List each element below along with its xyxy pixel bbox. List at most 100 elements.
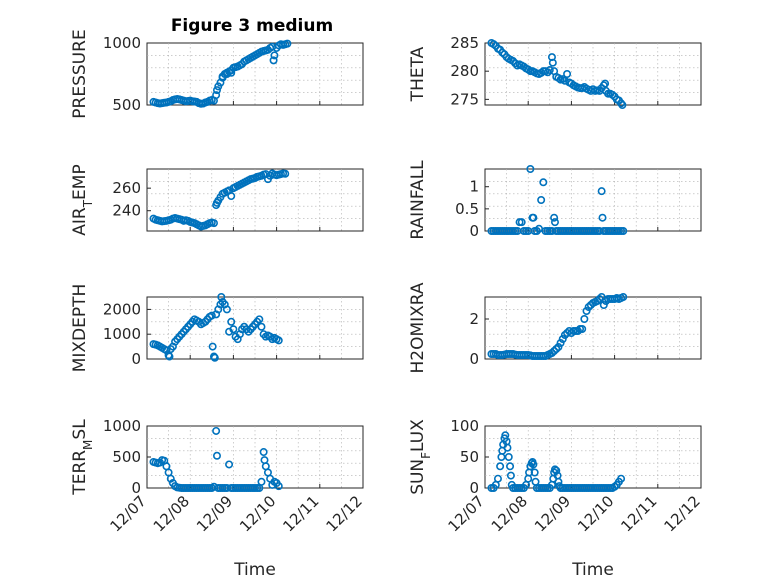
y-tick-label: 100	[450, 417, 479, 435]
data-point	[617, 474, 626, 483]
y-axis-label: MIXDEPTH	[70, 284, 90, 373]
subplot-h2omixra: 0 2 H2OMIXRA	[408, 282, 702, 374]
data-point	[517, 218, 526, 227]
y-axis-label: SUNFLUX	[408, 419, 433, 495]
data-point	[554, 342, 563, 351]
y-axis-label: AIRTEMP	[70, 164, 95, 235]
data-point	[274, 336, 283, 345]
data-point	[210, 353, 219, 362]
x-tick-label: 12/10	[236, 492, 279, 535]
data-point	[558, 334, 567, 343]
data-point	[259, 448, 268, 457]
data-point	[530, 468, 539, 477]
x-tick-label: 12/12	[323, 492, 366, 535]
x-tick-label: 12/11	[617, 492, 660, 535]
data-point	[257, 477, 266, 486]
subplot-theta: 275 280 285 THETA	[408, 34, 702, 110]
y-tick-label: 1000	[103, 325, 141, 343]
plot-area	[146, 425, 364, 489]
data-point	[619, 227, 628, 236]
x-tick-label: 12/07	[445, 492, 488, 535]
x-tick-label: 12/12	[661, 492, 704, 535]
data-point	[545, 66, 554, 75]
x-tick-label: 12/09	[193, 492, 236, 535]
data-point	[560, 76, 569, 85]
y-tick-label: 0	[469, 350, 479, 368]
y-axis-label: TERRMSL	[70, 419, 95, 496]
data-point	[255, 315, 264, 324]
data-point	[548, 58, 557, 67]
subplot-sun-flux: 0 50 100 12/07 12/08 12/09 12/10 12/11 12/12 Time…	[408, 417, 704, 580]
data-point	[593, 296, 602, 305]
y-tick-label: 0	[131, 350, 141, 368]
y-tick-label: 1000	[103, 34, 141, 52]
data-point	[270, 51, 279, 60]
data-point	[552, 344, 561, 353]
data-point	[281, 169, 290, 178]
x-tick-label: 12/09	[531, 492, 574, 535]
data-point	[532, 227, 541, 236]
data-point	[539, 178, 548, 187]
data-point	[619, 292, 628, 301]
subplot-mixdepth: 0 1000 2000 MIXDEPTH	[70, 284, 364, 373]
data-point	[283, 39, 292, 48]
x-tick-label: 12/08	[150, 492, 193, 535]
data-point	[257, 322, 266, 331]
y-tick-label: 1	[469, 178, 479, 196]
x-axis-label: Time	[233, 560, 276, 580]
y-axis-label: THETA	[408, 46, 428, 102]
data-point	[599, 300, 608, 309]
y-tick-label: 500	[112, 96, 141, 114]
data-point	[212, 426, 221, 435]
data-point	[526, 165, 535, 174]
data-point	[598, 213, 607, 222]
data-point	[550, 218, 559, 227]
data-point	[584, 302, 593, 311]
y-tick-label: 280	[450, 62, 479, 80]
y-tick-label: 1000	[103, 417, 141, 435]
subplot-pressure: 500 1000 PRESSURE	[70, 29, 364, 119]
data-point	[227, 317, 236, 326]
data-point	[618, 101, 627, 110]
y-tick-label: 0	[469, 222, 479, 240]
data-point	[552, 466, 561, 475]
data-point	[274, 482, 283, 491]
data-point	[227, 68, 236, 77]
data-point	[166, 474, 175, 483]
y-tick-label: 260	[112, 179, 141, 197]
data-point	[537, 196, 546, 205]
data-point	[269, 56, 278, 65]
y-tick-label: 0.5	[455, 200, 479, 218]
y-tick-label: 0	[131, 479, 141, 497]
data-point	[580, 314, 589, 323]
data-point	[573, 326, 582, 335]
data-point	[578, 324, 587, 333]
data-point	[529, 213, 538, 222]
x-axis-label: Time	[571, 560, 614, 580]
y-tick-label: 275	[450, 90, 479, 108]
data-point	[563, 70, 572, 79]
subplot-terr-msl: 0 500 1000 12/07 12/08 12/09 12/10 12/11 12/12 Ti…	[70, 417, 366, 580]
data-point	[529, 460, 538, 469]
data-point	[550, 213, 559, 222]
x-tick-label: 12/08	[488, 492, 531, 535]
data-point	[218, 72, 227, 81]
subplot-air-temp: 240 260 AIRTEMP	[70, 164, 364, 236]
data-point	[597, 187, 606, 196]
data-point	[550, 346, 559, 355]
y-axis-label: H2OMIXRA	[408, 282, 428, 373]
data-point	[582, 306, 591, 315]
data-point	[222, 305, 231, 314]
y-tick-label: 240	[112, 202, 141, 220]
y-axis-label: RAINFALL	[408, 160, 428, 240]
data-point	[601, 79, 610, 88]
y-tick-label: 50	[460, 448, 479, 466]
data-point	[217, 292, 226, 301]
y-tick-label: 2	[469, 310, 479, 328]
data-point	[506, 462, 515, 471]
data-point	[212, 91, 221, 100]
x-tick-label: 12/07	[107, 492, 150, 535]
data-point	[208, 342, 217, 351]
x-tick-label: 12/10	[574, 492, 617, 535]
